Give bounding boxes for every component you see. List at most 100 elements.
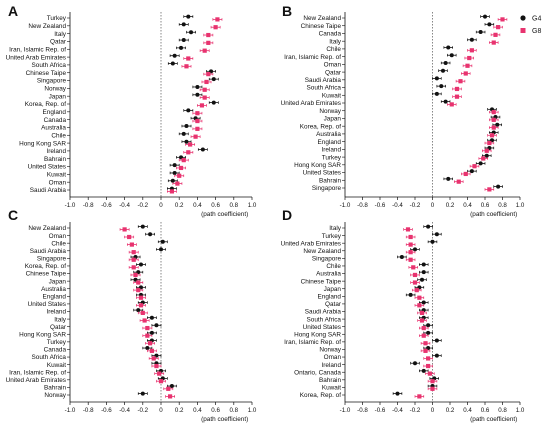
point-g8 [206, 72, 211, 77]
category-label: Iran, Islamic Rep. of [284, 54, 341, 61]
category-label: United Arab Emirates [6, 54, 66, 61]
point-g8 [427, 371, 432, 376]
x-tick-label: 0.6 [481, 407, 490, 414]
point-g4 [469, 169, 474, 174]
category-label: Chinese Taipe [26, 271, 67, 278]
x-tick-label: -0.2 [137, 202, 148, 209]
x-tick-label: -0.4 [392, 202, 403, 209]
point-g8 [411, 265, 416, 270]
category-label: Korea, Rep. of [300, 123, 341, 130]
point-g8 [168, 394, 173, 399]
category-label: South Africa [307, 85, 342, 92]
x-tick-label: 1.0 [248, 407, 257, 414]
point-g4 [434, 91, 439, 96]
x-tick-label: -0.8 [357, 202, 368, 209]
point-g8 [127, 234, 132, 240]
point-g8 [136, 288, 141, 293]
x-tick-label: -1.0 [65, 202, 76, 209]
category-label: England [43, 294, 67, 301]
point-g8 [136, 280, 141, 285]
point-g8 [145, 325, 150, 331]
point-g8 [177, 173, 182, 178]
x-tick-label: 0 [159, 202, 163, 209]
point-g8 [430, 386, 435, 391]
point-g4 [469, 37, 474, 42]
point-g4 [434, 338, 439, 343]
point-g4 [136, 308, 141, 313]
category-label: Saudi Arabia [30, 187, 67, 194]
point-g4 [439, 84, 444, 89]
point-g4 [395, 391, 400, 396]
point-g4 [181, 22, 186, 27]
category-label: Japan [324, 116, 342, 123]
point-g8 [481, 156, 486, 161]
category-label: Bahrain [44, 156, 66, 163]
x-tick-label: -0.6 [101, 407, 112, 414]
point-g8 [430, 379, 435, 384]
category-label: New Zealand [28, 225, 66, 232]
point-g8 [142, 318, 147, 323]
point-g4 [160, 239, 165, 244]
point-g8 [423, 341, 428, 346]
x-tick-label: 1.0 [516, 202, 525, 209]
panel-letter: A [8, 3, 18, 19]
point-g8 [193, 134, 198, 139]
x-tick-label: 0.6 [211, 202, 220, 209]
legend: G4 G8 [520, 15, 541, 35]
panel-c: C-1.0 -0.8 -0.6 -0.4 -0.2 0 0.2 0.4 0.6 0.8 1.0(pa… [6, 207, 257, 423]
point-g8 [458, 79, 463, 84]
point-g8 [487, 187, 492, 192]
point-g4 [430, 239, 435, 244]
category-label: United Arab Emirates [281, 100, 341, 107]
point-g8 [158, 379, 164, 384]
point-g4 [140, 391, 145, 396]
point-g8 [421, 325, 426, 331]
category-label: Chile [326, 46, 341, 53]
point-g8 [186, 56, 191, 61]
category-label: Qatar [325, 301, 342, 308]
point-g4 [478, 161, 483, 166]
point-g4 [172, 170, 177, 175]
point-g8 [133, 272, 138, 278]
category-label: Korea, Rep. of [25, 263, 66, 270]
category-label: Iran, Islamic Rep. of [284, 339, 341, 346]
category-label: United States [303, 170, 341, 177]
point-g8 [419, 310, 425, 315]
point-g8 [206, 32, 211, 38]
category-label: New Zealand [303, 248, 341, 255]
point-g8 [215, 17, 220, 22]
category-label: Chile [51, 132, 66, 139]
category-label: Turkey [47, 339, 67, 346]
point-g8 [408, 242, 413, 247]
point-g8 [423, 348, 428, 353]
point-g8 [145, 333, 150, 338]
point-g8 [157, 371, 162, 376]
point-g8 [489, 133, 495, 138]
point-g4 [211, 100, 216, 105]
point-g8 [417, 303, 422, 308]
point-g8 [122, 227, 127, 232]
category-label: Kuwait [322, 385, 341, 392]
point-g8 [491, 125, 496, 130]
category-label: Oman [49, 233, 67, 240]
category-label: Hong Kong SAR [294, 162, 341, 169]
x-tick-label: -1.0 [340, 407, 351, 414]
category-label: Oman [324, 62, 342, 69]
x-tick-label: 0.2 [175, 202, 184, 209]
x-tick-label: -1.0 [340, 202, 351, 209]
category-label: Chile [326, 263, 341, 270]
point-g8 [449, 102, 454, 107]
category-label: Oman [324, 354, 342, 361]
point-g8 [408, 257, 413, 262]
point-g8 [463, 171, 468, 177]
category-label: Saudi Arabia [30, 248, 67, 255]
point-g8 [140, 310, 145, 315]
category-label: Iran, Islamic Rep. of [9, 369, 66, 376]
legend-label-g8: G8 [532, 28, 541, 35]
panel-d: D -1.0 -0.8 -0.6 -0.4 -0.2 0 0.2 0.4 0.6 0.8 1.0 (pa… [281, 207, 525, 423]
x-tick-label: -0.8 [83, 407, 94, 414]
category-label: Singapore [312, 256, 342, 263]
x-tick-label: 0.6 [481, 202, 490, 209]
point-g4 [140, 224, 145, 229]
point-g4 [181, 38, 186, 43]
